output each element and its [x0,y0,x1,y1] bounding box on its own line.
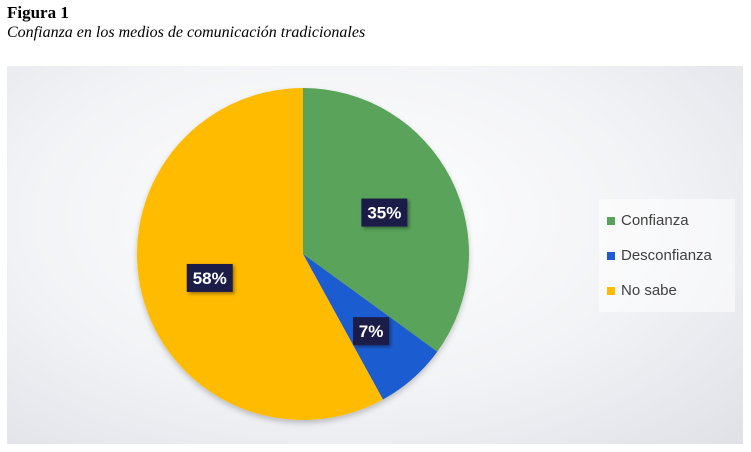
pie-slices [136,88,469,421]
legend-item-no-sabe: No sabe [607,273,735,308]
legend-label-no-sabe: No sabe [621,282,677,299]
pie-slice-no-sabe [136,88,383,421]
chart-legend: Confianza Desconfianza No sabe [599,199,735,312]
legend-item-desconfianza: Desconfianza [607,238,735,273]
legend-swatch-desconfianza [607,251,615,260]
legend-item-confianza: Confianza [607,203,735,238]
data-label-text: 35% [367,204,401,223]
data-label-box [353,317,390,346]
data-label-desconfianza: 7% [353,317,390,346]
data-label-box [361,198,408,227]
data-label-box [186,263,233,292]
pie-chart: 35% 7% 58% [136,88,469,421]
data-label-confianza: 35% [361,198,408,227]
legend-label-desconfianza: Desconfianza [621,247,712,264]
legend-swatch-confianza [607,216,615,225]
legend-swatch-no-sabe [607,286,615,295]
data-label-text: 58% [193,269,227,288]
legend-label-confianza: Confianza [621,212,689,229]
data-label-text: 7% [359,322,384,341]
figure-label: Figura 1 [7,3,69,22]
figure-title: Confianza en los medios de comunicación … [7,24,366,41]
chart-panel: 35% 7% 58% Confianza Desconfianza No sabe [7,66,743,444]
data-label-no-sabe: 58% [186,263,233,292]
